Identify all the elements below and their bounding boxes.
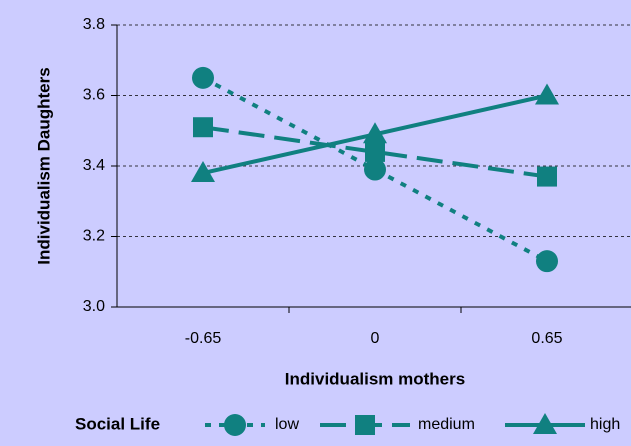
y-tick-label: 3.2 — [83, 228, 105, 245]
marker — [535, 83, 559, 105]
marker — [364, 158, 386, 181]
x-tick-label: 0 — [371, 330, 380, 347]
series-line — [202, 76, 548, 263]
y-tick-label: 3.0 — [83, 298, 105, 315]
legend-marker — [533, 413, 557, 434]
marker — [191, 161, 215, 183]
marker — [536, 250, 558, 273]
legend-label: medium — [418, 416, 475, 433]
x-tick-label: -0.65 — [185, 330, 222, 347]
y-tick-label: 3.4 — [83, 157, 105, 174]
series-line — [202, 125, 548, 179]
y-tick-label: 3.8 — [83, 16, 105, 33]
marker — [192, 66, 214, 89]
legend-marker — [355, 415, 375, 435]
marker — [537, 166, 557, 187]
y-axis-title: Individualism Daughters — [34, 67, 53, 264]
legend-marker — [224, 414, 246, 436]
x-axis-title: Individualism mothers — [285, 369, 465, 388]
legend-label: low — [275, 416, 299, 433]
legend-title: Social Life — [75, 414, 160, 433]
x-tick-label: 0.65 — [531, 330, 562, 347]
legend-label: high — [590, 416, 620, 433]
marker — [193, 117, 213, 138]
y-tick-label: 3.6 — [83, 87, 105, 104]
marker — [365, 141, 385, 162]
marker — [363, 122, 387, 144]
